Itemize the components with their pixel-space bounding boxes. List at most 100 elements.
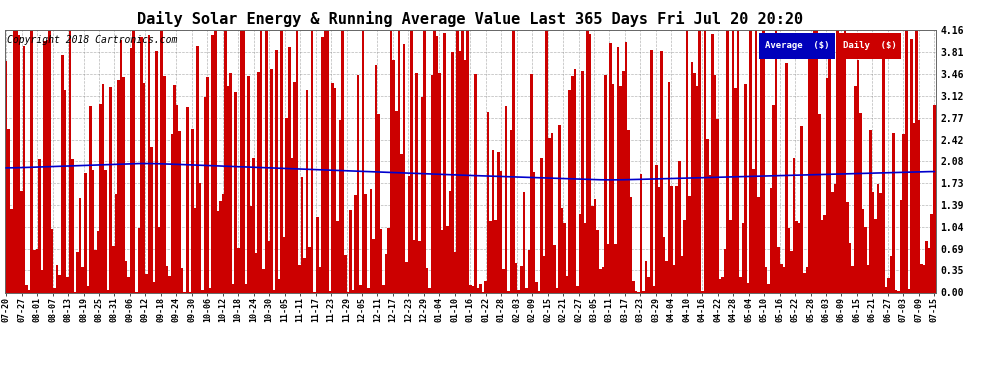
Bar xyxy=(265,30,267,292)
Bar xyxy=(528,250,531,292)
Bar xyxy=(839,49,842,292)
Bar xyxy=(864,226,866,292)
Bar xyxy=(133,30,135,292)
Bar xyxy=(620,86,622,292)
Bar xyxy=(754,30,757,292)
Bar xyxy=(434,30,436,292)
Bar xyxy=(410,30,413,292)
Bar xyxy=(94,250,97,292)
Bar xyxy=(589,34,591,292)
Bar xyxy=(209,288,212,292)
Bar xyxy=(275,50,278,292)
Bar xyxy=(278,279,280,292)
Text: Copyright 2018 Cartronics.com: Copyright 2018 Cartronics.com xyxy=(7,35,177,45)
Bar xyxy=(704,30,706,292)
Bar xyxy=(262,269,265,292)
Bar xyxy=(829,53,831,292)
Title: Daily Solar Energy & Running Average Value Last 365 Days Fri Jul 20 20:20: Daily Solar Energy & Running Average Val… xyxy=(138,12,803,27)
Bar xyxy=(283,237,285,292)
Bar xyxy=(240,30,243,292)
Bar xyxy=(448,191,451,292)
Bar xyxy=(512,30,515,292)
Bar xyxy=(594,200,596,292)
Bar xyxy=(782,267,785,292)
Bar xyxy=(380,228,382,292)
Bar xyxy=(377,114,380,292)
Bar xyxy=(71,159,74,292)
Bar xyxy=(168,276,170,292)
Bar xyxy=(235,92,237,292)
Bar xyxy=(49,30,50,292)
Bar xyxy=(806,267,808,292)
Bar xyxy=(913,123,915,292)
Bar xyxy=(842,46,843,292)
Bar xyxy=(423,30,426,292)
Bar xyxy=(558,125,560,292)
Bar xyxy=(339,120,342,292)
Bar xyxy=(798,223,801,292)
Bar xyxy=(245,284,248,292)
Bar xyxy=(364,194,367,292)
Bar xyxy=(795,220,798,292)
Bar xyxy=(759,40,762,292)
Bar xyxy=(824,214,826,292)
Bar xyxy=(790,251,793,292)
Bar xyxy=(387,228,390,292)
Bar xyxy=(492,150,494,292)
Bar xyxy=(280,30,283,292)
Bar xyxy=(770,188,772,292)
Bar xyxy=(775,30,777,292)
Bar xyxy=(10,209,13,292)
Bar xyxy=(525,288,528,292)
Bar xyxy=(431,75,434,292)
Bar xyxy=(573,69,576,292)
Bar xyxy=(897,291,900,292)
Bar xyxy=(599,269,602,292)
Bar xyxy=(426,268,429,292)
Bar xyxy=(436,36,439,292)
Bar xyxy=(869,130,872,292)
Bar xyxy=(740,278,742,292)
Bar xyxy=(903,134,905,292)
Bar xyxy=(826,78,829,292)
Bar xyxy=(272,290,275,292)
FancyBboxPatch shape xyxy=(758,33,835,59)
Bar xyxy=(578,214,581,292)
Bar xyxy=(500,171,502,292)
Bar xyxy=(548,138,550,292)
Bar xyxy=(50,230,53,292)
Bar xyxy=(665,261,668,292)
Bar xyxy=(110,87,112,292)
Bar xyxy=(813,30,816,292)
Bar xyxy=(523,192,525,292)
Bar xyxy=(668,82,670,292)
Bar xyxy=(306,90,308,292)
Bar xyxy=(764,267,767,292)
Bar xyxy=(319,267,321,292)
Bar xyxy=(933,105,936,292)
Bar xyxy=(586,30,589,292)
Bar xyxy=(683,220,686,292)
Bar xyxy=(803,273,806,292)
Bar xyxy=(332,84,334,292)
Bar xyxy=(58,276,61,292)
Bar xyxy=(767,284,770,292)
Bar xyxy=(717,119,719,292)
Bar xyxy=(99,105,102,292)
Bar xyxy=(8,129,10,292)
Bar xyxy=(892,133,895,292)
Bar xyxy=(398,30,400,292)
Bar xyxy=(487,112,489,292)
Bar xyxy=(856,60,859,292)
Bar xyxy=(79,198,81,292)
Bar xyxy=(252,158,254,292)
Bar xyxy=(678,161,680,292)
Bar xyxy=(604,75,607,292)
Bar xyxy=(576,286,578,292)
Bar xyxy=(688,196,691,292)
Bar xyxy=(89,106,92,292)
Bar xyxy=(140,37,143,292)
Bar xyxy=(374,64,377,292)
Bar xyxy=(46,40,49,292)
Bar xyxy=(518,290,520,292)
